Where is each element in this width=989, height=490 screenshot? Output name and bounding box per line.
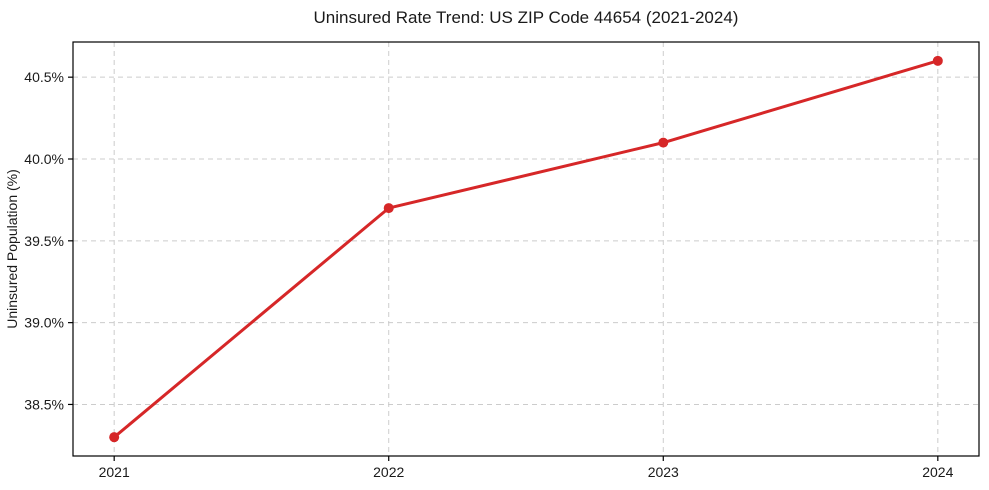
data-point-marker bbox=[658, 137, 669, 148]
data-point-marker bbox=[383, 203, 394, 214]
data-point-marker bbox=[932, 55, 943, 66]
x-tick-label: 2024 bbox=[922, 464, 953, 480]
y-tick-label: 40.5% bbox=[24, 69, 64, 85]
x-tick-label: 2021 bbox=[99, 464, 130, 480]
plot-border bbox=[72, 41, 980, 457]
trend-line bbox=[112, 59, 940, 439]
x-tick-label: 2022 bbox=[373, 464, 404, 480]
x-tick-label: 2023 bbox=[648, 464, 679, 480]
y-tick-label: 38.5% bbox=[24, 396, 64, 412]
y-tick-label: 39.0% bbox=[24, 315, 64, 331]
chart-title: Uninsured Rate Trend: US ZIP Code 44654 … bbox=[313, 8, 739, 27]
y-tick-label: 40.0% bbox=[24, 151, 64, 167]
y-tick-label: 39.5% bbox=[24, 233, 64, 249]
data-point-marker bbox=[109, 432, 120, 443]
